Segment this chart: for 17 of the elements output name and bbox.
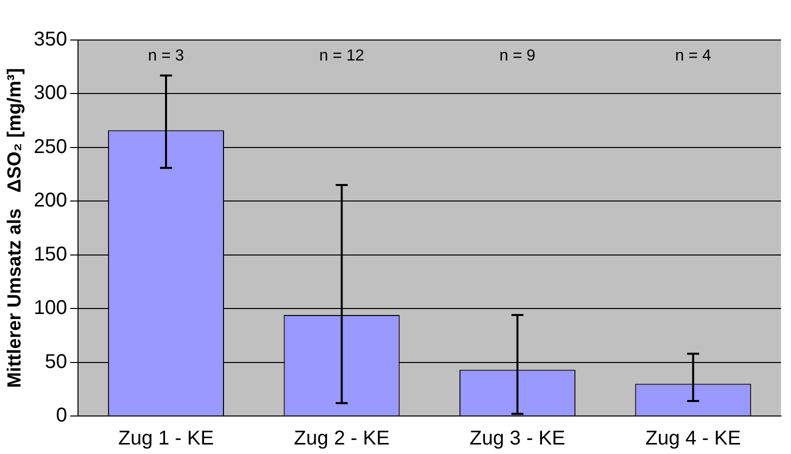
x-tick-label: Zug 2 - KE — [294, 428, 390, 450]
y-tick-label: 0 — [56, 404, 68, 427]
y-tick-label: 300 — [34, 82, 68, 104]
y-tick-label: 350 — [34, 28, 68, 51]
annotation: n = 12 — [319, 47, 364, 64]
annotation: n = 4 — [675, 47, 712, 64]
annotation: n = 3 — [148, 47, 184, 64]
y-tick-label: 250 — [34, 136, 68, 158]
x-tick-label: Zug 3 - KE — [470, 428, 566, 450]
y-axis-title: Mittlerer Umsatz als ΔSO₂ [mg/m³] — [4, 68, 26, 388]
y-tick-label: 150 — [34, 243, 68, 266]
y-tick-label: 50 — [44, 350, 68, 373]
y-tick-label: 100 — [34, 297, 68, 320]
y-tick-label: 200 — [34, 190, 68, 212]
x-tick-label: Zug 1 - KE — [118, 428, 214, 450]
annotation: n = 9 — [499, 47, 536, 64]
x-tick-label: Zug 4 - KE — [645, 428, 741, 450]
